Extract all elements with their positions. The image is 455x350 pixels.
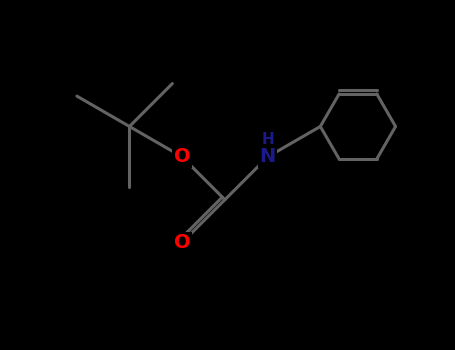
Text: O: O xyxy=(174,147,190,166)
Text: O: O xyxy=(174,233,190,252)
Text: N: N xyxy=(260,147,276,166)
Text: H: H xyxy=(262,132,274,147)
